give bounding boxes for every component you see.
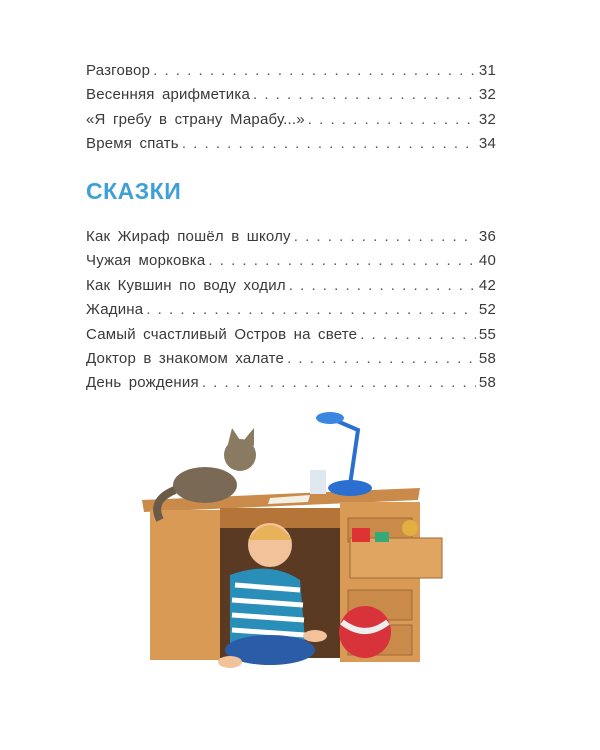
dot-leader (253, 86, 476, 103)
toc-title: День рождения (86, 374, 199, 392)
toc-title: Доктор в знакомом халате (86, 349, 285, 367)
toc-title: «Я гребу в страну Марабу...» (86, 110, 305, 128)
toc-page: 42 (478, 276, 496, 294)
toc-page: 31 (478, 62, 496, 79)
dot-leader (208, 252, 476, 269)
toc-title: Как Кувшин по воду ходил (86, 276, 286, 294)
toc-entry[interactable]: Чужая морковка 40 (86, 252, 496, 276)
toc-entry[interactable]: «Я гребу в страну Марабу...» 32 (86, 111, 496, 135)
section-heading: СКАЗКИ (86, 178, 182, 204)
illustration-boy-under-desk (142, 412, 443, 668)
toc-page: 58 (478, 349, 496, 367)
toc-entry[interactable]: Самый счастливый Остров на свете 55 (86, 326, 496, 350)
toc-page: 34 (478, 135, 496, 153)
toc-entry[interactable]: Жадина 52 (86, 301, 496, 325)
toc-title: Время спать (86, 135, 179, 153)
toc-entry[interactable]: Доктор в знакомом халате 58 (86, 350, 496, 374)
toc-title: Самый счастливый Остров на свете (86, 325, 358, 343)
boy (218, 523, 327, 668)
toc-entry[interactable]: Весенняя арифметика 32 (86, 86, 496, 110)
desk-lamp (316, 412, 372, 496)
toc-page: 32 (478, 86, 496, 104)
dot-leader (289, 277, 476, 294)
dot-leader (153, 62, 476, 79)
toc-page: 36 (478, 228, 496, 245)
dot-leader (202, 374, 476, 391)
toc-title: Чужая морковка (86, 252, 206, 270)
toc-title: Разговор (86, 62, 151, 79)
dot-leader (146, 301, 476, 318)
dot-leader (360, 326, 476, 343)
toc-entry[interactable]: Как Кувшин по воду ходил 42 (86, 277, 496, 301)
toc-title: Весенняя арифметика (86, 86, 251, 104)
dot-leader (308, 111, 476, 128)
ball (339, 606, 391, 658)
toc-list-poems: Разговор 31 Весенняя арифметика 32 «Я греб… (86, 62, 496, 160)
toc-title: Жадина (86, 301, 144, 319)
toc-entry[interactable]: День рождения 58 (86, 374, 496, 398)
toc-entry[interactable]: Время спать 34 (86, 135, 496, 159)
toc-page: 52 (478, 301, 496, 319)
toc-entry[interactable]: Разговор 31 (86, 62, 496, 86)
toc-page: 58 (478, 374, 496, 392)
dot-leader (294, 228, 476, 245)
toc-list-tales: Как Жираф пошёл в школу 36 Чужая морковка… (86, 228, 496, 399)
cat (153, 428, 256, 522)
toc-page: 40 (478, 252, 496, 270)
toc-page: 32 (478, 110, 496, 128)
toc-title: Как Жираф пошёл в школу (86, 228, 291, 245)
toc-page: 55 (478, 325, 496, 343)
book (268, 495, 310, 504)
dot-leader (182, 135, 476, 152)
toc-entry[interactable]: Как Жираф пошёл в школу 36 (86, 228, 496, 252)
dot-leader (287, 350, 476, 367)
pencil-cup (310, 470, 326, 494)
